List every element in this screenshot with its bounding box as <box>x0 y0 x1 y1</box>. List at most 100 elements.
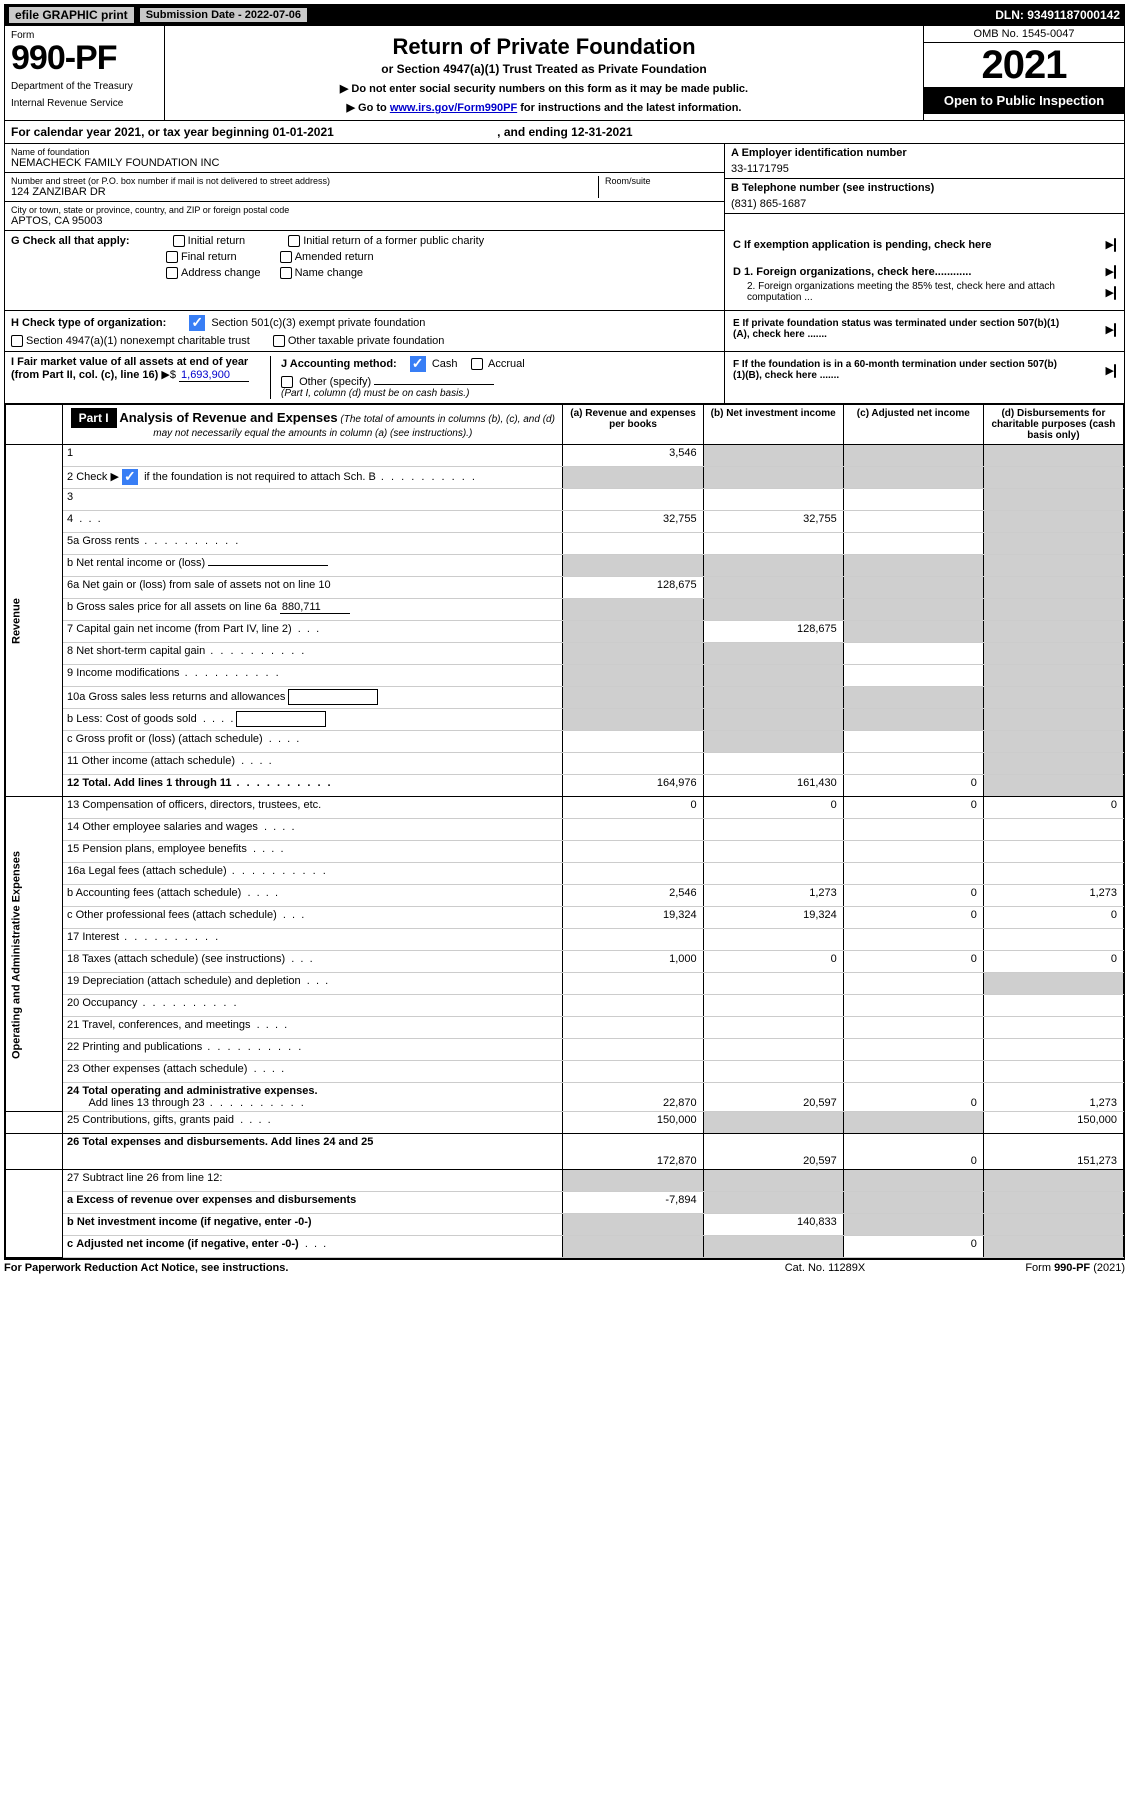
cb-60month[interactable] <box>1114 364 1116 378</box>
cb-final-return[interactable] <box>166 251 178 263</box>
row-g: G Check all that apply: Initial return I… <box>5 231 1124 311</box>
cal-begin: For calendar year 2021, or tax year begi… <box>11 125 334 139</box>
form-title: Return of Private Foundation <box>175 34 913 60</box>
ln17-desc: Interest <box>82 931 119 943</box>
ln10b-desc: Less: Cost of goods sold <box>76 713 196 725</box>
cb-other-taxable[interactable] <box>273 335 285 347</box>
ln18-d: 0 <box>983 951 1123 973</box>
ln25-desc: Contributions, gifts, grants paid <box>82 1114 234 1126</box>
ln16c-d: 0 <box>983 907 1123 929</box>
cb-amended[interactable] <box>280 251 292 263</box>
cb-address-change[interactable] <box>166 267 178 279</box>
ln16c: c <box>67 909 73 921</box>
row-16a: 16a Legal fees (attach schedule) <box>6 863 1124 885</box>
other-method-line <box>374 384 494 385</box>
row-9: 9 Income modifications <box>6 665 1124 687</box>
col-b-header: (b) Net investment income <box>711 408 836 419</box>
cb-cash[interactable] <box>410 356 426 372</box>
ln16c-desc: Other professional fees (attach schedule… <box>76 909 277 921</box>
ln22-desc: Printing and publications <box>82 1041 202 1053</box>
row-10a: 10a Gross sales less returns and allowan… <box>6 687 1124 709</box>
ln15: 15 <box>67 843 79 855</box>
dln: DLN: 93491187000142 <box>995 8 1120 22</box>
efile-badge[interactable]: efile GRAPHIC print <box>9 7 134 23</box>
cb-initial-former[interactable] <box>288 235 300 247</box>
ln16a-desc: Legal fees (attach schedule) <box>88 865 226 877</box>
ln27a-a: -7,894 <box>563 1192 703 1214</box>
row-25: 25 Contributions, gifts, grants paid . .… <box>6 1112 1124 1134</box>
j3-label: Other (specify) <box>299 376 371 388</box>
cb-accrual[interactable] <box>471 358 483 370</box>
ln8-desc: Net short-term capital gain <box>76 645 205 657</box>
row-3: 3 <box>6 489 1124 511</box>
expenses-label: Operating and Administrative Expenses <box>10 850 22 1058</box>
instr-line1: ▶ Do not enter social security numbers o… <box>175 82 913 95</box>
ln20-desc: Occupancy <box>82 997 137 1009</box>
ln26-d: 151,273 <box>983 1134 1123 1170</box>
c-d-block: C If exemption application is pending, c… <box>724 231 1124 310</box>
cb-4947[interactable] <box>11 335 23 347</box>
cb-other-method[interactable] <box>281 376 293 388</box>
ident-right: A Employer identification number 33-1171… <box>724 144 1124 231</box>
row-5a: 5a Gross rents <box>6 533 1124 555</box>
cb-foreign-org[interactable] <box>1114 265 1116 279</box>
ln12-a: 164,976 <box>563 775 703 797</box>
ln19-desc: Depreciation (attach schedule) and deple… <box>82 975 300 987</box>
ln13-b: 0 <box>703 797 843 819</box>
ln16c-b: 19,324 <box>703 907 843 929</box>
ln26: 26 <box>67 1136 79 1148</box>
ln13-desc: Compensation of officers, directors, tru… <box>82 799 321 811</box>
j-note: (Part I, column (d) must be on cash basi… <box>281 388 718 399</box>
cb-501c3[interactable] <box>189 315 205 331</box>
phone-value: (831) 865-1687 <box>731 194 1118 210</box>
ln13-c: 0 <box>843 797 983 819</box>
page-footer: For Paperwork Reduction Act Notice, see … <box>4 1259 1125 1274</box>
ln25: 25 <box>67 1114 79 1126</box>
cb-85pct[interactable] <box>1114 286 1116 300</box>
row-13: Operating and Administrative Expenses 13… <box>6 797 1124 819</box>
foundation-name: NEMACHECK FAMILY FOUNDATION INC <box>11 157 718 169</box>
row-27a: a Excess of revenue over expenses and di… <box>6 1192 1124 1214</box>
col-d-header: (d) Disbursements for charitable purpose… <box>991 408 1115 441</box>
city-cell: City or town, state or province, country… <box>5 202 724 231</box>
ln5a-desc: Gross rents <box>82 535 139 547</box>
ln16b-a: 2,546 <box>563 885 703 907</box>
row-27: 27 Subtract line 26 from line 12: <box>6 1170 1124 1192</box>
ln20: 20 <box>67 997 79 1009</box>
tax-year: 2021 <box>924 43 1124 87</box>
ln24-b: 20,597 <box>703 1083 843 1112</box>
cb-terminated[interactable] <box>1114 323 1116 337</box>
part1-badge: Part I <box>71 408 117 428</box>
cb-name-change[interactable] <box>280 267 292 279</box>
ln2: 2 <box>67 471 73 483</box>
form-link[interactable]: www.irs.gov/Form990PF <box>390 102 517 114</box>
j1-label: Cash <box>432 358 458 370</box>
g3-label: Final return <box>181 251 237 263</box>
ident-left: Name of foundation NEMACHECK FAMILY FOUN… <box>5 144 724 231</box>
row-27c: c Adjusted net income (if negative, ente… <box>6 1236 1124 1258</box>
j2-label: Accrual <box>488 358 525 370</box>
h2-label: Section 4947(a)(1) nonexempt charitable … <box>26 335 250 347</box>
row-2: 2 Check ▶ if the foundation is not requi… <box>6 467 1124 489</box>
ln6a-a: 128,675 <box>563 577 703 599</box>
ln16b: b <box>67 887 73 899</box>
fmv-value[interactable]: 1,693,900 <box>179 369 249 382</box>
dept-treasury: Department of the Treasury <box>11 81 158 92</box>
ln11: 11 <box>67 755 78 767</box>
ln27b-b: 140,833 <box>703 1214 843 1236</box>
addr-value: 124 ZANZIBAR DR <box>11 186 598 198</box>
row-17: 17 Interest <box>6 929 1124 951</box>
ln18-b: 0 <box>703 951 843 973</box>
ln27c: c <box>67 1238 73 1250</box>
ln23: 23 <box>67 1063 79 1075</box>
ln21-desc: Travel, conferences, and meetings <box>82 1019 250 1031</box>
h1-label: Section 501(c)(3) exempt private foundat… <box>211 317 425 329</box>
cb-exemption-pending[interactable] <box>1114 238 1116 252</box>
top-bar: efile GRAPHIC print Submission Date - 20… <box>4 4 1125 26</box>
ln2-post: if the foundation is not required to att… <box>144 471 376 483</box>
cb-initial-return[interactable] <box>173 235 185 247</box>
col-a-header: (a) Revenue and expenses per books <box>570 408 696 430</box>
cb-schb[interactable] <box>122 469 138 485</box>
row-24: 24 Total operating and administrative ex… <box>6 1083 1124 1112</box>
revenue-label: Revenue <box>10 598 22 644</box>
